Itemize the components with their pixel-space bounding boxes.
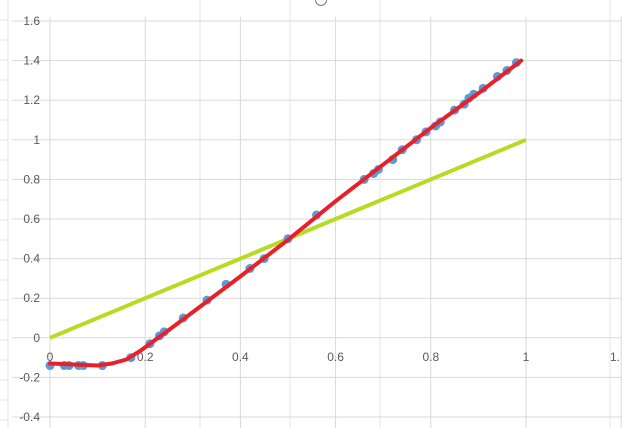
x-tick-label: 0.8 bbox=[422, 350, 439, 364]
y-tick-label: 1.4 bbox=[23, 54, 40, 68]
y-tick-label: 1 bbox=[33, 133, 40, 147]
x-tick-label: 0.6 bbox=[327, 350, 344, 364]
x-tick-label: 0 bbox=[47, 350, 54, 364]
y-tick-label: 0 bbox=[33, 331, 40, 345]
y-tick-label: 0.2 bbox=[23, 291, 40, 305]
y-tick-label: 0.6 bbox=[23, 212, 40, 226]
y-axis-tick-labels: 1.6 1.4 1.2 1 0.8 0.6 0.4 0.2 0 -0.2 -0.4 bbox=[19, 14, 40, 424]
y-tick-label: 0.8 bbox=[23, 172, 40, 186]
x-tick-label: 0.2 bbox=[137, 350, 154, 364]
x-tick-label: 1 bbox=[523, 350, 530, 364]
y-tick-label: -0.2 bbox=[19, 370, 40, 384]
fit-line-series[interactable] bbox=[48, 58, 524, 368]
y-tick-label: 1.2 bbox=[23, 93, 40, 107]
gridlines bbox=[12, 17, 622, 428]
y-tick-label: -0.4 bbox=[19, 410, 40, 424]
y-tick-label: 1.6 bbox=[23, 14, 40, 28]
x-axis-tick-labels: 0 0.2 0.4 0.6 0.8 1 1. bbox=[47, 350, 620, 364]
x-tick-label: 0.4 bbox=[232, 350, 249, 364]
scatter-points-series[interactable] bbox=[45, 58, 521, 371]
y-tick-label: 0.4 bbox=[23, 252, 40, 266]
x-tick-label: 1. bbox=[610, 350, 620, 364]
fit-line[interactable] bbox=[48, 58, 524, 368]
